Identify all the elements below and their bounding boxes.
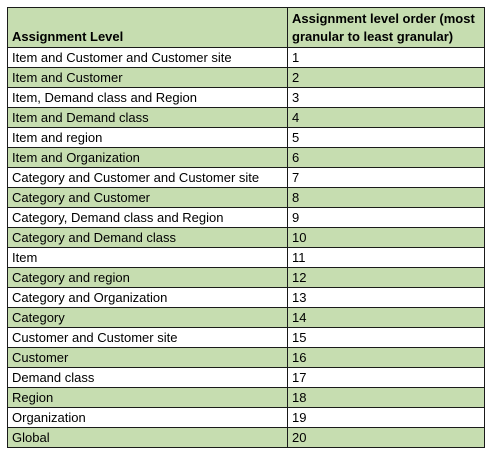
assignment-level-cell: Category and region — [7, 267, 288, 288]
table-row: Organization 19 — [7, 407, 485, 428]
assignment-level-cell: Customer and Customer site — [7, 327, 288, 348]
assignment-order-cell: 9 — [287, 207, 485, 228]
table-row: Global 20 — [7, 427, 485, 448]
assignment-order-cell: 6 — [287, 147, 485, 168]
assignment-order-cell: 20 — [287, 427, 485, 448]
assignment-order-cell: 16 — [287, 347, 485, 368]
assignment-order-cell: 10 — [287, 227, 485, 248]
assignment-order-cell: 4 — [287, 107, 485, 128]
assignment-level-cell: Category and Customer — [7, 187, 288, 208]
assignment-order-cell: 2 — [287, 67, 485, 88]
assignment-level-cell: Category, Demand class and Region — [7, 207, 288, 228]
assignment-order-cell: 14 — [287, 307, 485, 328]
assignment-order-cell: 3 — [287, 87, 485, 108]
table-row: Category and Customer 8 — [7, 187, 485, 208]
assignment-level-cell: Global — [7, 427, 288, 448]
assignment-level-cell: Item — [7, 247, 288, 268]
assignment-order-cell: 8 — [287, 187, 485, 208]
table-row: Category and Organization 13 — [7, 287, 485, 308]
assignment-order-cell: 15 — [287, 327, 485, 348]
table-row: Item and Demand class 4 — [7, 107, 485, 128]
table-row: Category and Customer and Customer site 7 — [7, 167, 485, 188]
assignment-level-cell: Organization — [7, 407, 288, 428]
assignment-level-cell: Demand class — [7, 367, 288, 388]
assignment-order-cell: 7 — [287, 167, 485, 188]
assignment-order-cell: 18 — [287, 387, 485, 408]
table-row: Item and Customer 2 — [7, 67, 485, 88]
table-row: Item and Organization 6 — [7, 147, 485, 168]
table-row: Item 11 — [7, 247, 485, 268]
table-row: Demand class 17 — [7, 367, 485, 388]
table-row: Region 18 — [7, 387, 485, 408]
table-row: Customer and Customer site 15 — [7, 327, 485, 348]
assignment-level-cell: Item and Customer — [7, 67, 288, 88]
column-header-assignment-level-order: Assignment level order (most granular to… — [287, 7, 485, 48]
assignment-level-cell: Item, Demand class and Region — [7, 87, 288, 108]
header-row: Assignment Level Assignment level order … — [7, 7, 485, 48]
assignment-level-cell: Region — [7, 387, 288, 408]
table-row: Item and Customer and Customer site 1 — [7, 47, 485, 68]
table-body: Item and Customer and Customer site 1 Item… — [7, 47, 485, 448]
table-header: Assignment Level Assignment level order … — [7, 7, 485, 48]
assignment-level-cell: Category and Organization — [7, 287, 288, 308]
table-row: Item, Demand class and Region 3 — [7, 87, 485, 108]
assignment-level-cell: Category and Demand class — [7, 227, 288, 248]
assignment-order-cell: 11 — [287, 247, 485, 268]
assignment-level-cell: Category — [7, 307, 288, 328]
table-row: Category and region 12 — [7, 267, 485, 288]
assignment-level-cell: Item and Organization — [7, 147, 288, 168]
assignment-level-cell: Customer — [7, 347, 288, 368]
assignment-level-cell: Item and region — [7, 127, 288, 148]
table-row: Category 14 — [7, 307, 485, 328]
assignment-level-cell: Item and Demand class — [7, 107, 288, 128]
assignment-level-cell: Item and Customer and Customer site — [7, 47, 288, 68]
table-row: Category and Demand class 10 — [7, 227, 485, 248]
assignment-order-cell: 12 — [287, 267, 485, 288]
column-header-assignment-level: Assignment Level — [7, 7, 288, 48]
assignment-order-cell: 1 — [287, 47, 485, 68]
assignment-order-cell: 13 — [287, 287, 485, 308]
assignment-level-table: Assignment Level Assignment level order … — [7, 7, 485, 448]
assignment-order-cell: 5 — [287, 127, 485, 148]
assignment-order-cell: 19 — [287, 407, 485, 428]
table-row: Category, Demand class and Region 9 — [7, 207, 485, 228]
table-row: Item and region 5 — [7, 127, 485, 148]
assignment-order-cell: 17 — [287, 367, 485, 388]
assignment-level-cell: Category and Customer and Customer site — [7, 167, 288, 188]
table-row: Customer 16 — [7, 347, 485, 368]
